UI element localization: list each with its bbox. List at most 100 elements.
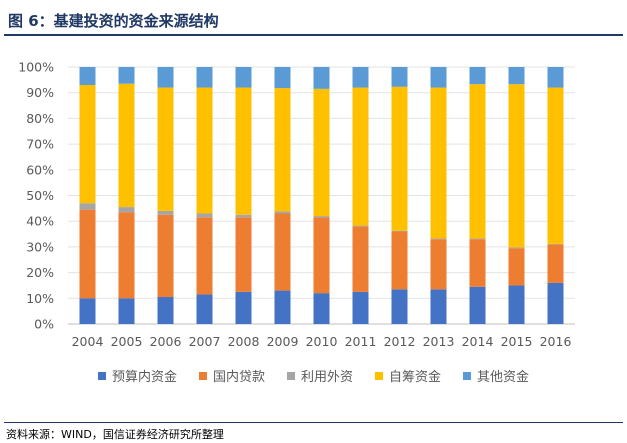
source-note: 资料来源：WIND，国信证券经济研究所整理 (6, 428, 224, 441)
x-tick-label: 2008 (228, 334, 260, 349)
bar-segment (274, 213, 291, 291)
bar-segment (196, 294, 213, 324)
legend-swatch (375, 371, 383, 380)
bar-segment (313, 293, 330, 324)
bar-segment (157, 87, 174, 211)
bar-segment (313, 217, 330, 294)
bar-segment (157, 214, 174, 298)
y-tick-label: 30% (26, 239, 54, 254)
bar-segment (313, 216, 330, 218)
x-tick-label: 2009 (267, 334, 299, 349)
stacked-bar-chart: 0% 10% 20% 30% 40% 50% 60% 70% 80% 90% 100% 2004 20… (18, 60, 575, 349)
bar-segment (352, 225, 369, 227)
bar-segment (313, 67, 330, 89)
legend-item: 国内贷款 (198, 366, 265, 385)
bar-segment (196, 67, 213, 88)
bar-segment (469, 286, 486, 324)
bar-segment (430, 239, 447, 290)
figure-title: 图 6：基建投资的资金来源结构 (8, 12, 219, 30)
x-tick-label: 2015 (501, 334, 533, 349)
x-tick-label: 2012 (384, 334, 416, 349)
y-tick-label: 50% (26, 188, 54, 203)
x-tick-label: 2011 (345, 334, 377, 349)
legend-label: 自筹资金 (389, 370, 442, 385)
legend-label: 国内贷款 (212, 370, 265, 385)
bar-segment (235, 217, 252, 292)
bar-segment (196, 87, 213, 214)
y-axis-tick-labels: 0% 10% 20% 30% 40% 50% 60% 70% 80% 90% 100% (18, 60, 54, 332)
bar-segment (274, 211, 291, 214)
x-tick-label: 2010 (306, 334, 338, 349)
bar-segment (352, 87, 369, 226)
bar-segment (235, 214, 252, 218)
y-tick-label: 90% (26, 85, 54, 100)
legend-swatch (198, 371, 207, 380)
bar-segment (391, 231, 408, 290)
bar-segment (469, 67, 486, 85)
bar-segment (118, 298, 135, 324)
legend-swatch (97, 371, 106, 380)
x-tick-label: 2007 (189, 334, 221, 349)
bar-segment (118, 212, 135, 299)
y-tick-label: 20% (26, 265, 54, 280)
bar-segment (79, 209, 96, 299)
bar-segment (469, 239, 486, 287)
bar-segment (547, 67, 564, 88)
x-tick-label: 2013 (423, 334, 455, 349)
y-tick-label: 100% (18, 60, 54, 75)
bar-segment (547, 243, 564, 245)
bar-segment (508, 67, 525, 85)
bar-segment (196, 213, 213, 218)
bar-segment (235, 87, 252, 215)
bar-segment (157, 210, 174, 215)
bar-segment (274, 88, 291, 212)
bar-segment (547, 282, 564, 324)
bar-segment (235, 67, 252, 88)
bar-segment (79, 67, 96, 85)
bar-segment (352, 226, 369, 292)
legend-swatch (286, 371, 295, 380)
y-tick-label: 0% (34, 317, 54, 332)
bar-segment (79, 203, 96, 210)
y-tick-label: 70% (26, 137, 54, 152)
legend-label: 利用外资 (300, 370, 353, 385)
bar-segment (469, 84, 486, 239)
bar-segment (79, 298, 96, 324)
bar-segment (391, 230, 408, 232)
x-tick-label: 2014 (462, 334, 494, 349)
bar-segment (157, 67, 174, 88)
x-tick-label: 2004 (72, 334, 104, 349)
x-tick-label: 2006 (150, 334, 182, 349)
bar-segment (118, 207, 135, 213)
bar-segment (547, 87, 564, 244)
bar-segment (508, 248, 525, 286)
bar-segment (508, 84, 525, 248)
bar-segment (430, 289, 447, 324)
bar-segment (313, 88, 330, 217)
bar-segment (430, 87, 447, 239)
y-tick-label: 40% (26, 214, 54, 229)
bar-segment (391, 67, 408, 87)
bar-stacks (79, 67, 564, 324)
bar-segment (547, 244, 564, 283)
legend-item: 利用外资 (286, 366, 353, 385)
y-tick-label: 80% (26, 111, 54, 126)
bar-segment (469, 238, 486, 240)
bar-segment (508, 247, 525, 249)
bar-segment (196, 217, 213, 295)
source-divider (4, 422, 623, 423)
bar-segment (508, 285, 525, 324)
legend: 预算内资金 国内贷款 利用外资 自筹资金 其他资金 (0, 366, 627, 385)
bar-segment (157, 297, 174, 324)
bar-segment (118, 67, 135, 84)
y-tick-label: 60% (26, 162, 54, 177)
bar-segment (352, 291, 369, 324)
y-tick-label: 10% (26, 291, 54, 306)
legend-item: 预算内资金 (97, 366, 177, 385)
legend-swatch (463, 371, 472, 380)
bar-segment (391, 86, 408, 231)
bar-segment (274, 290, 291, 324)
bar-segment (118, 83, 135, 208)
bar-segment (274, 67, 291, 89)
bar-segment (430, 67, 447, 88)
